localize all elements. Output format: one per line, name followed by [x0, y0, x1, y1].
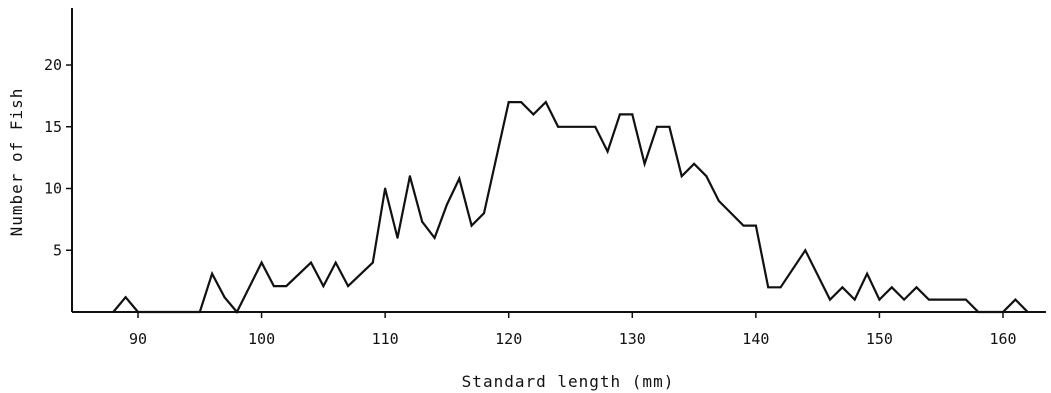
data-point [235, 311, 238, 313]
y-axis-title: Number of Fish [7, 88, 26, 237]
data-point [829, 298, 831, 301]
data-point [557, 125, 560, 128]
data-point [520, 101, 523, 104]
data-point [618, 113, 621, 116]
data-point [396, 236, 399, 239]
data-point [890, 286, 893, 289]
data-point [903, 298, 906, 301]
data-point [470, 224, 473, 227]
data-point [878, 298, 881, 301]
data-point [853, 298, 856, 301]
data-point [544, 101, 547, 104]
data-point [112, 311, 115, 313]
data-point [1026, 311, 1029, 313]
data-point [124, 296, 127, 299]
data-point [211, 272, 214, 275]
data-point [137, 311, 139, 313]
data-point [334, 261, 337, 264]
data-point [915, 286, 918, 289]
data-point [458, 177, 461, 180]
data-point [656, 125, 658, 128]
data-points [112, 101, 1029, 313]
data-point [754, 224, 757, 227]
data-point [705, 175, 708, 178]
data-point [272, 285, 275, 288]
data-point [594, 125, 597, 128]
data-point [445, 203, 448, 206]
y-tick-label: 15 [44, 118, 62, 136]
data-point [347, 285, 350, 288]
data-point [927, 298, 930, 301]
data-point [804, 249, 807, 252]
x-axis-title: Standard length (mm) [462, 372, 675, 391]
data-point [742, 224, 745, 227]
data-point [507, 101, 510, 104]
data-point [767, 286, 770, 289]
data-point [841, 286, 844, 289]
y-tick-label: 5 [53, 241, 62, 259]
x-tick-label: 100 [248, 330, 275, 348]
data-point [198, 311, 201, 313]
data-point [322, 285, 325, 288]
x-tick-label: 110 [372, 330, 399, 348]
data-point [223, 296, 226, 299]
data-point [779, 286, 782, 289]
data-point [643, 162, 646, 165]
data-point [866, 272, 869, 275]
x-tick-label: 150 [866, 330, 893, 348]
x-tick-label: 130 [619, 330, 646, 348]
data-point [631, 113, 634, 116]
data-point [680, 175, 683, 178]
data-point [408, 175, 411, 178]
data-point [977, 311, 980, 313]
x-tick-label: 90 [129, 330, 147, 348]
data-point [260, 261, 263, 264]
x-tick-label: 160 [989, 330, 1016, 348]
data-point [668, 125, 671, 128]
data-point [421, 220, 424, 223]
data-point [693, 162, 696, 165]
y-tick-label: 10 [44, 180, 62, 198]
data-point [285, 285, 288, 288]
y-ticks: 5 10 15 20 [44, 56, 72, 259]
data-point [606, 150, 609, 153]
series-line [112, 100, 1029, 314]
x-ticks: 90 100 110 120 130 140 150 160 [129, 312, 1017, 348]
data-point [717, 199, 720, 202]
data-point [371, 261, 374, 264]
data-point [433, 236, 436, 239]
x-tick-label: 120 [495, 330, 522, 348]
data-point [310, 261, 312, 264]
x-tick-label: 140 [742, 330, 769, 348]
data-point [483, 212, 485, 215]
data-point [384, 187, 387, 190]
data-point [1014, 298, 1017, 301]
data-point [1002, 311, 1004, 313]
y-tick-label: 20 [44, 56, 62, 74]
data-point [964, 298, 967, 301]
data-point [532, 113, 535, 116]
